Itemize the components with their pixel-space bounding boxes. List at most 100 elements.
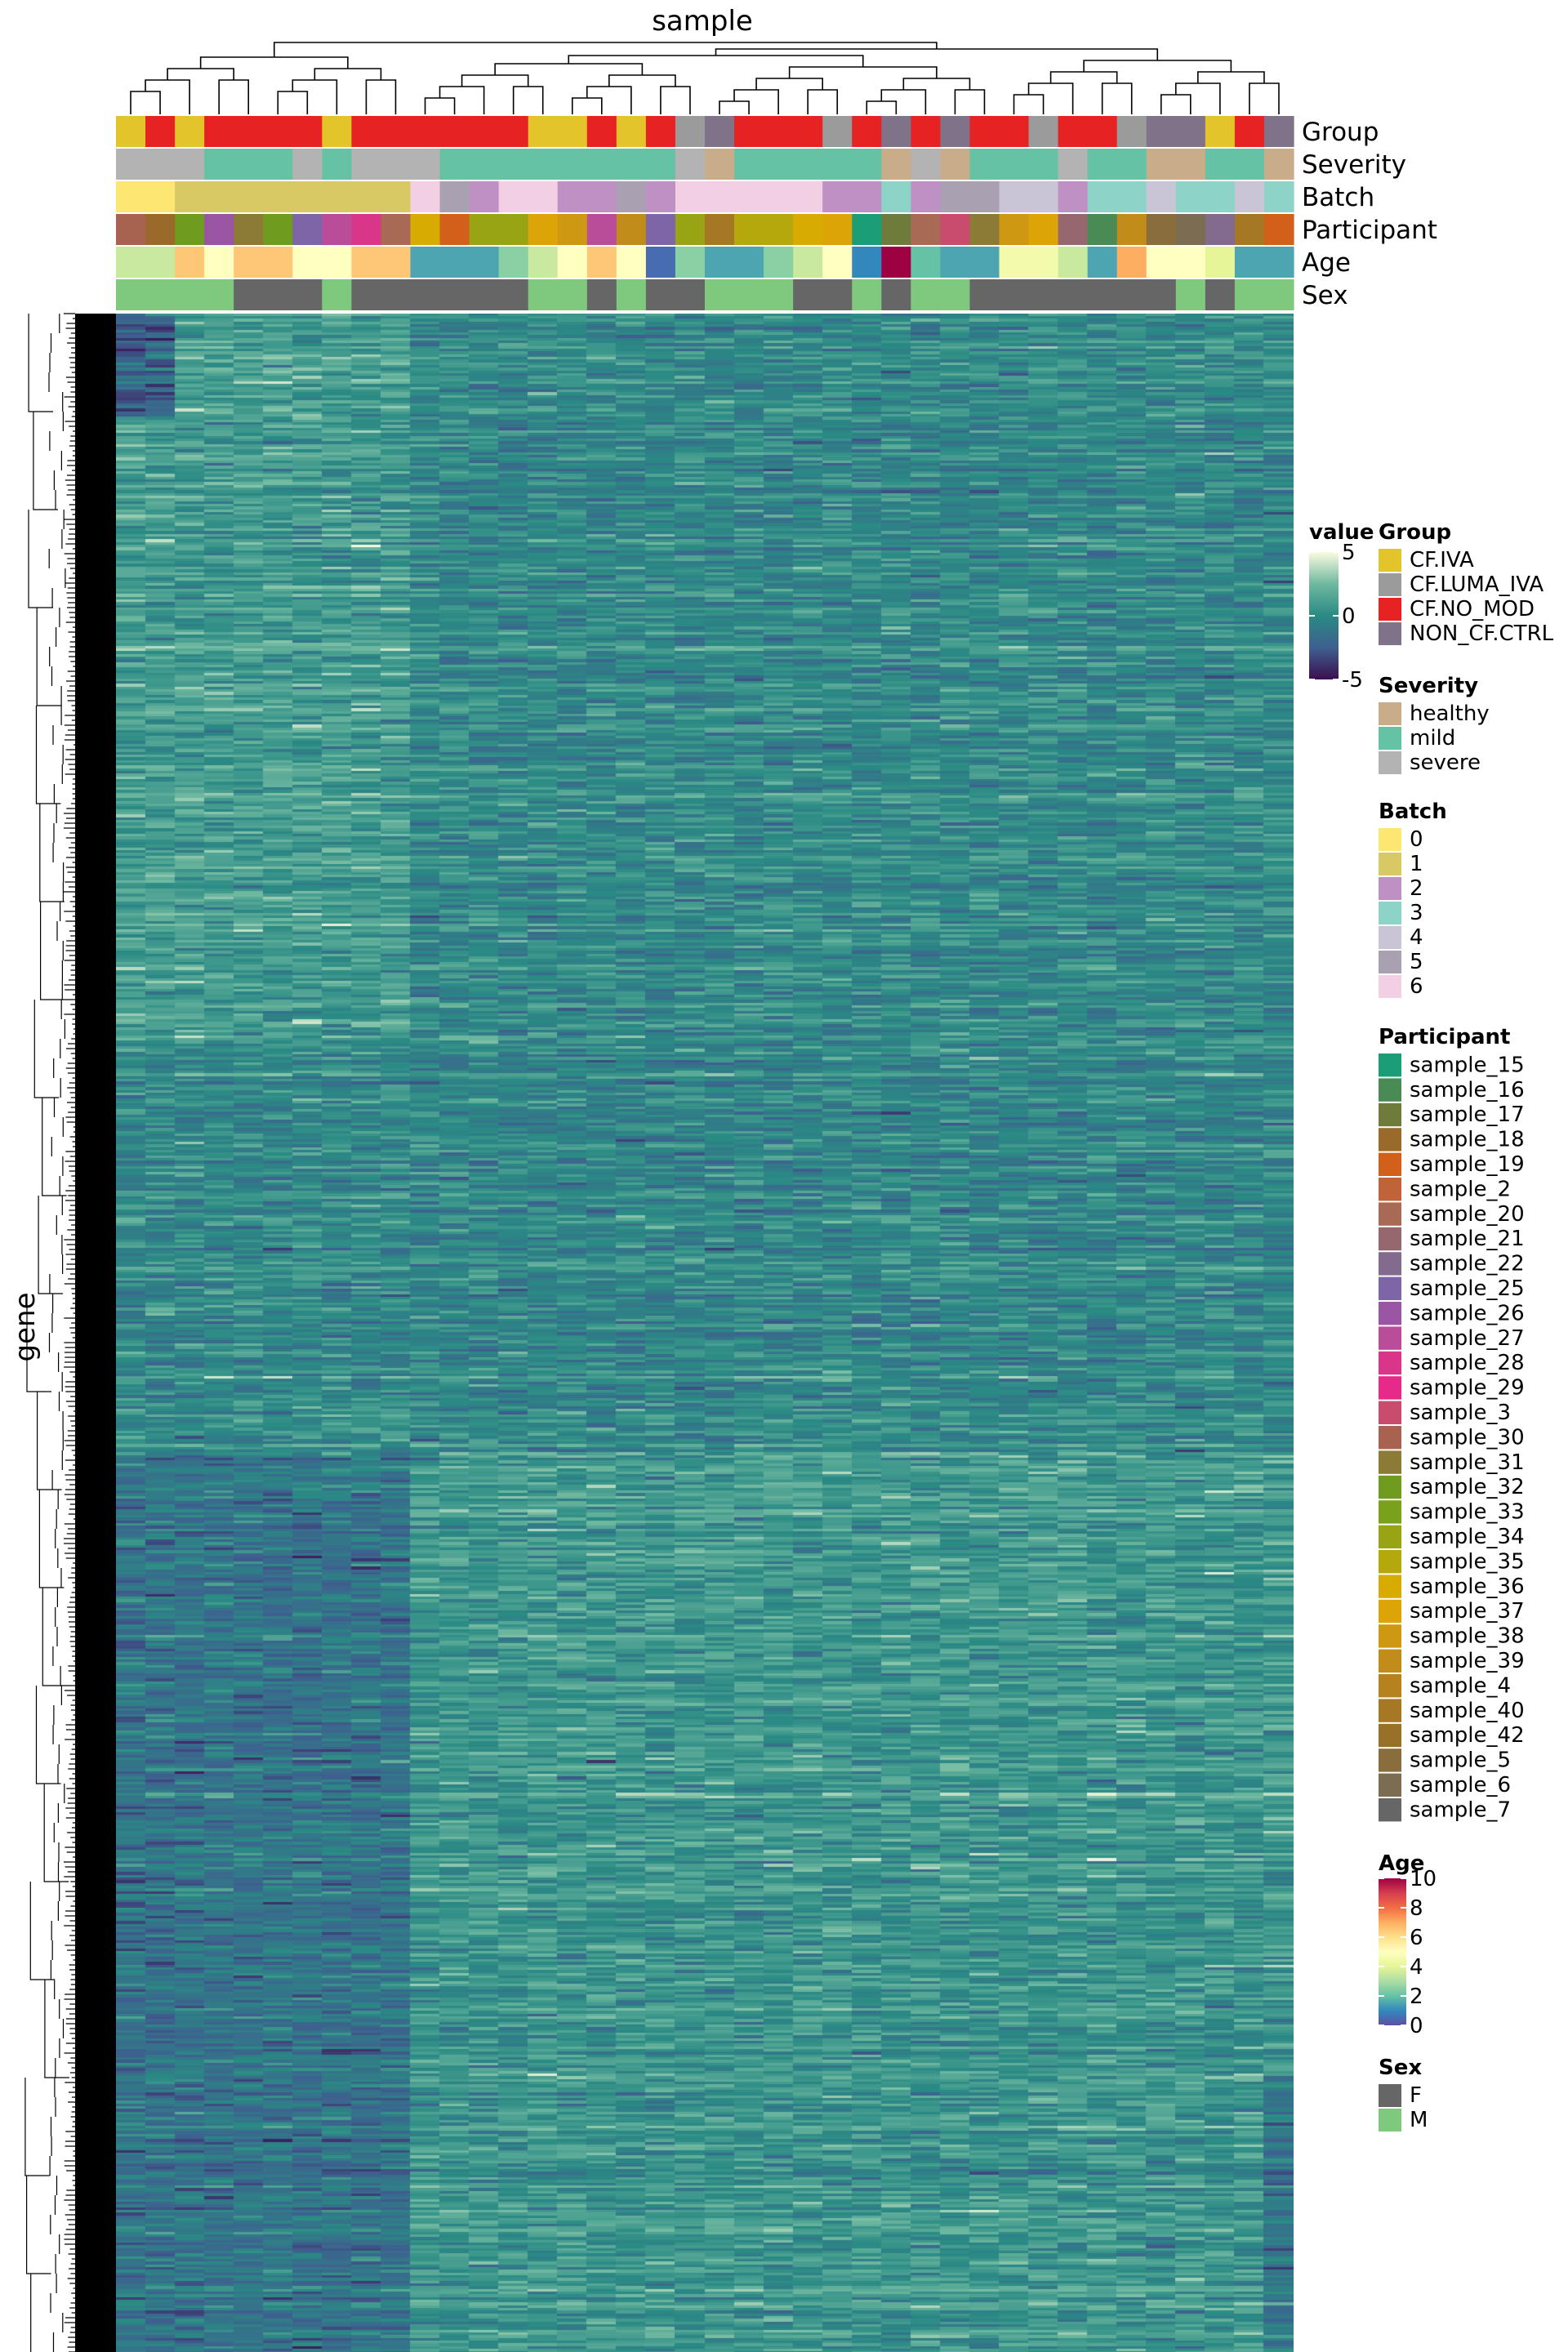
group-cell bbox=[439, 116, 470, 147]
batch-legend-label: 0 bbox=[1410, 827, 1423, 852]
track-label-participant: Participant bbox=[1302, 216, 1437, 245]
sex-cell bbox=[439, 279, 470, 310]
dendrogram-link bbox=[1049, 71, 1118, 83]
participant-legend-label: sample_29 bbox=[1410, 1376, 1525, 1401]
batch-cell bbox=[322, 181, 352, 212]
participant-legend-swatch bbox=[1379, 1599, 1401, 1624]
group-cell bbox=[557, 116, 588, 147]
sex-cell bbox=[822, 279, 853, 310]
participant-legend-swatch bbox=[1379, 1475, 1401, 1499]
sex-cell bbox=[175, 279, 205, 310]
dendrogram-link bbox=[715, 48, 1159, 60]
participant-cell bbox=[616, 214, 647, 245]
dendrogram-link bbox=[660, 86, 691, 114]
dendrogram-link bbox=[866, 100, 898, 114]
severity-cell bbox=[911, 149, 941, 180]
chart-title: sample bbox=[652, 5, 753, 38]
participant-legend-swatch bbox=[1379, 1401, 1401, 1424]
participant-legend-swatch bbox=[1379, 1252, 1401, 1276]
severity-cell bbox=[381, 149, 412, 180]
participant-cell bbox=[263, 214, 293, 245]
severity-cell bbox=[439, 149, 470, 180]
gene-row-labels-block bbox=[75, 314, 116, 2352]
age-cell bbox=[175, 247, 205, 278]
group-cell bbox=[1116, 116, 1147, 147]
batch-cell bbox=[734, 181, 764, 212]
age-cell bbox=[351, 247, 382, 278]
dendrogram-link bbox=[145, 79, 190, 114]
dendrogram-link bbox=[277, 91, 309, 114]
participant-cell bbox=[734, 214, 764, 245]
participant-cell bbox=[1234, 214, 1265, 245]
severity-legend-swatch bbox=[1379, 727, 1401, 750]
age-tick-label: 2 bbox=[1410, 1984, 1423, 2009]
participant-cell bbox=[881, 214, 911, 245]
sex-cell bbox=[322, 279, 352, 310]
batch-cell bbox=[498, 181, 529, 212]
participant-cell bbox=[793, 214, 823, 245]
dendrogram-link bbox=[719, 100, 750, 114]
severity-cell bbox=[822, 149, 853, 180]
group-cell bbox=[381, 116, 412, 147]
batch-cell bbox=[410, 181, 441, 212]
severity-cell bbox=[586, 149, 617, 180]
age-cell bbox=[145, 247, 176, 278]
sex-cell bbox=[911, 279, 941, 310]
sex-legend-label: F bbox=[1410, 2083, 1422, 2108]
participant-cell bbox=[1175, 214, 1206, 245]
severity-cell bbox=[263, 149, 293, 180]
track-label-batch: Batch bbox=[1302, 183, 1374, 212]
sex-cell bbox=[999, 279, 1030, 310]
participant-legend-swatch bbox=[1379, 1450, 1401, 1474]
age-cell bbox=[1058, 247, 1089, 278]
severity-cell bbox=[764, 149, 794, 180]
dendrogram-link bbox=[314, 68, 382, 80]
participant-cell bbox=[764, 214, 794, 245]
age-cell bbox=[322, 247, 352, 278]
group-cell bbox=[175, 116, 205, 147]
participant-legend-label: sample_2 bbox=[1410, 1177, 1511, 1201]
participant-legend-swatch bbox=[1379, 1699, 1401, 1722]
age-cell bbox=[764, 247, 794, 278]
dendrogram-link bbox=[1160, 94, 1192, 114]
group-cell bbox=[234, 116, 264, 147]
participant-legend-label: sample_4 bbox=[1410, 1673, 1511, 1698]
participant-legend-label: sample_36 bbox=[1410, 1575, 1525, 1599]
group-cell bbox=[1028, 116, 1059, 147]
group-legend-swatch bbox=[1379, 622, 1401, 645]
participant-cell bbox=[292, 214, 323, 245]
track-label-sex: Sex bbox=[1302, 281, 1348, 310]
group-legend-label: CF.IVA bbox=[1410, 548, 1474, 572]
batch-cell bbox=[940, 181, 971, 212]
age-cell bbox=[557, 247, 588, 278]
batch-cell bbox=[705, 181, 735, 212]
participant-cell bbox=[822, 214, 853, 245]
severity-cell bbox=[645, 149, 676, 180]
severity-cell bbox=[116, 149, 146, 180]
group-cell bbox=[410, 116, 441, 147]
group-cell bbox=[793, 116, 823, 147]
participant-legend-swatch bbox=[1379, 1351, 1401, 1375]
severity-cell bbox=[469, 149, 500, 180]
group-legend-label: CF.LUMA_IVA bbox=[1410, 572, 1544, 597]
batch-cell bbox=[1087, 181, 1118, 212]
severity-cell bbox=[175, 149, 205, 180]
participant-legend-label: sample_27 bbox=[1410, 1326, 1525, 1351]
age-cell bbox=[439, 247, 470, 278]
age-cell bbox=[381, 247, 412, 278]
participant-legend-label: sample_7 bbox=[1410, 1797, 1511, 1822]
dendrogram-link bbox=[1013, 94, 1045, 114]
participant-cell bbox=[852, 214, 882, 245]
participant-cell bbox=[999, 214, 1030, 245]
dendrogram-link bbox=[902, 78, 971, 90]
dendrogram-link bbox=[1249, 82, 1280, 114]
dendrogram-link bbox=[733, 89, 779, 114]
participant-legend-label: sample_21 bbox=[1410, 1227, 1525, 1251]
group-legend-label: NON_CF.CTRL bbox=[1410, 621, 1554, 646]
batch-cell bbox=[881, 181, 911, 212]
participant-legend-swatch bbox=[1379, 1376, 1401, 1400]
batch-cell bbox=[1263, 181, 1294, 212]
sex-cell bbox=[1234, 279, 1265, 310]
group-cell bbox=[999, 116, 1030, 147]
participant-cell bbox=[528, 214, 559, 245]
